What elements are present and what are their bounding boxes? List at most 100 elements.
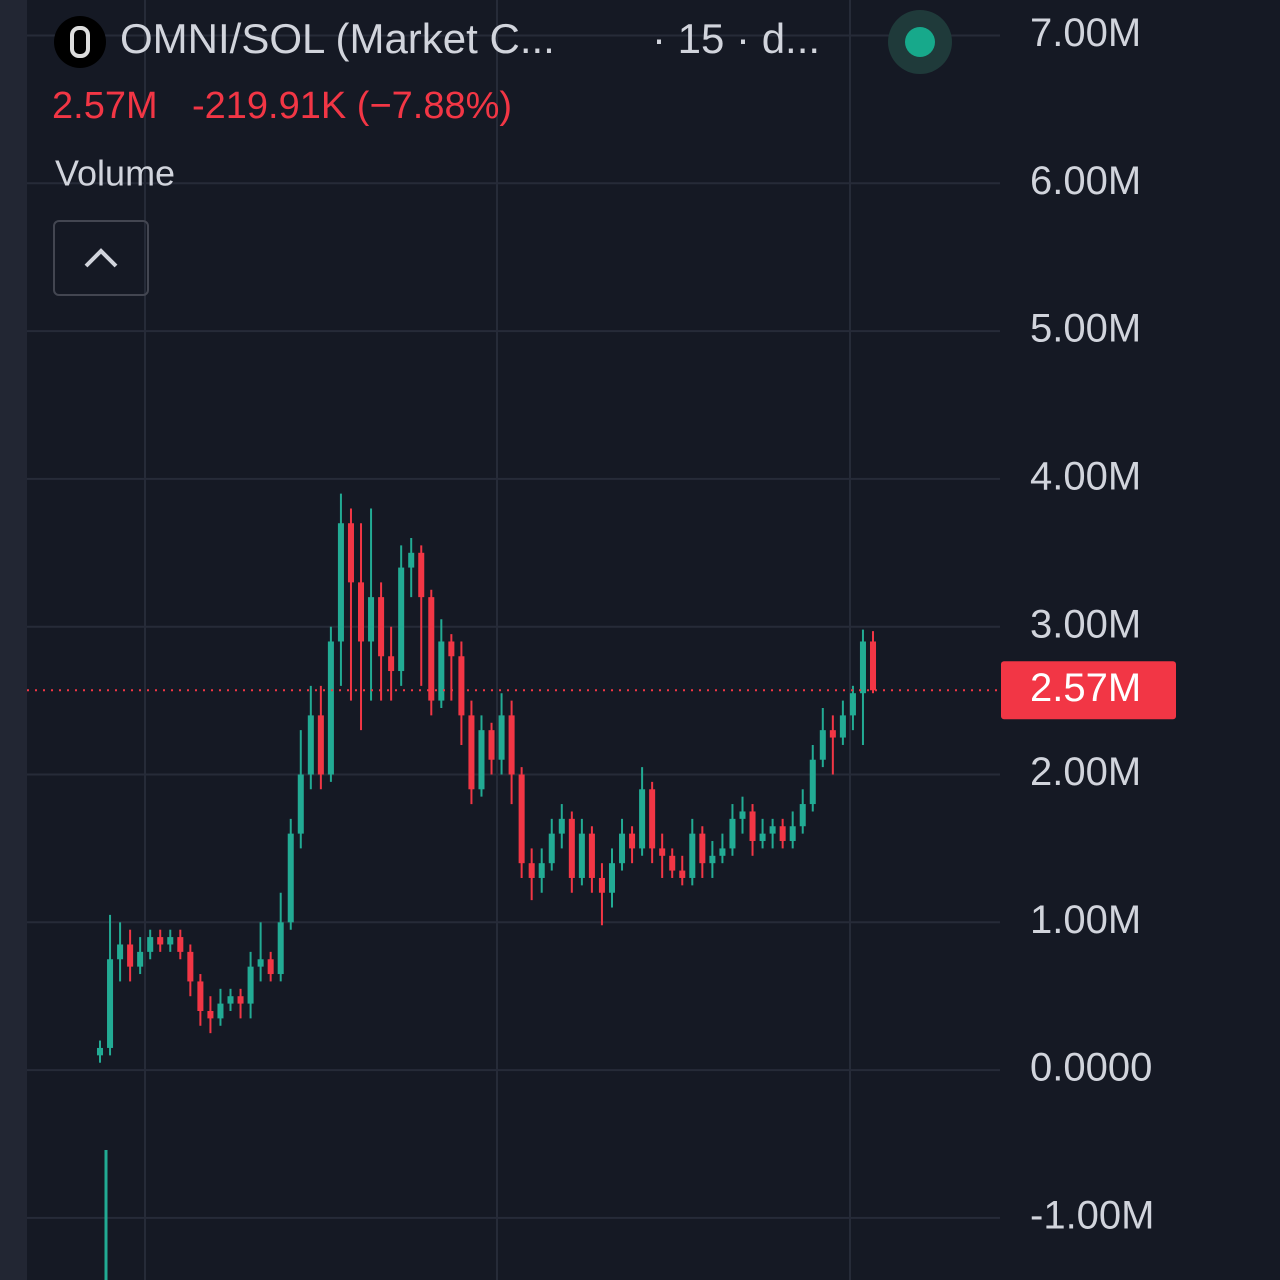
candle-body [729,818,736,849]
candle-body [769,826,776,834]
indicator-label: Volume [55,153,175,194]
candle-body [629,833,636,849]
candle-body [418,552,425,598]
candle-body [247,966,254,1004]
candle-body [307,715,314,775]
candle-body [829,730,836,738]
candle-body [227,996,234,1004]
price-label: 2.57M [1030,666,1141,710]
candle-body [869,641,877,691]
symbol-icon-glyph [70,26,90,58]
title: OMNI/SOL (Market C... [120,15,555,62]
candle-body [759,833,766,842]
candle-body [859,641,866,694]
candle-body [478,730,485,790]
candle-body [458,656,465,716]
candle-body [428,597,435,701]
y-tick-label: 1.00M [1030,898,1141,942]
candle-body [528,863,535,878]
candle-body [659,848,666,856]
collapse-button[interactable] [53,220,149,296]
candle-body [669,855,676,871]
candle-body [287,833,294,923]
chevron [84,248,118,268]
candle-body [809,759,816,805]
subtitle: · 15 · d... [652,15,820,62]
candle-body [699,833,706,864]
candle-body [538,863,545,878]
candle-body [388,656,395,672]
candle-body [448,641,455,657]
candle-body [378,597,385,657]
candle-body [267,959,274,975]
y-tick-label: 6.00M [1030,159,1141,203]
candle-body [398,567,405,672]
candle-body [257,959,264,967]
candle-body [498,715,505,760]
candle-body [297,774,304,834]
candle-body [598,877,605,893]
candle-body [619,833,626,864]
candle-body [157,937,164,945]
candle-body [207,1010,214,1019]
candle-body [237,996,244,1004]
candle-body [137,951,144,967]
candle-body [197,981,204,1011]
candle-body [127,944,134,967]
candle-body [488,730,495,760]
candle-body [518,774,525,864]
candle-body [368,597,375,642]
candle-body [799,804,806,827]
symbol-icon [54,16,106,68]
candle-body [117,944,124,960]
plot [27,34,1000,1219]
candle-body [107,959,114,1048]
candle-body [317,715,324,775]
status-dot [905,27,935,57]
candle-body [337,523,344,642]
candle-body [277,922,284,975]
candle-body [167,937,174,945]
candle-body [749,811,756,842]
candle-body [839,715,846,738]
candle-body [639,789,646,849]
y-tick-label: 3.00M [1030,602,1141,646]
candle-body [358,582,365,642]
candle-body [147,937,154,952]
y-tick-label: 2.00M [1030,750,1141,794]
candle-body [819,730,826,760]
y-tick-label: -1.00M [1030,1193,1155,1237]
candle-body [849,693,856,716]
candle-body [327,641,334,775]
candle-body [217,1003,224,1019]
candle-body [578,833,585,878]
candle-body [789,826,796,842]
candle-body [709,855,716,864]
price-label-box [1001,661,1176,720]
y-tick-label: 0.0000 [1030,1046,1152,1090]
candle-body [96,1047,104,1056]
y-axis: -1.00M 0.0000 1.00M 2.00M 3.00M 4.00M 5.00M 6.0… [1001,11,1176,1237]
candle-body [438,641,445,701]
candle-body [508,715,515,775]
y-tick-label: 7.00M [1030,11,1141,55]
candle-body [347,523,354,583]
change: -219.91K (−7.88%) [192,85,512,127]
last-value: 2.57M [52,85,158,127]
y-tick-label: 4.00M [1030,454,1141,498]
candle-body [588,833,595,878]
candle-body [568,818,575,878]
candle-body [689,833,696,878]
candle-body [468,715,475,790]
candle-body [408,552,415,568]
candle-body [177,937,184,952]
candle-body [187,951,194,982]
candle-body [719,848,726,856]
candle-body [679,870,686,878]
candle-body [779,826,786,842]
candle-body [649,789,656,849]
candle-body [739,811,746,819]
candle-body [608,863,615,893]
